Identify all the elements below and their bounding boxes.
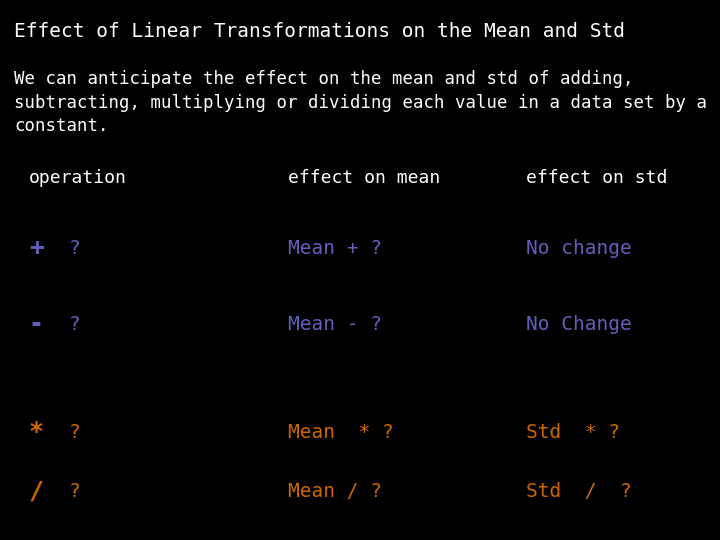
Text: +: + [29,237,44,260]
Text: Std  * ?: Std * ? [526,422,620,442]
Text: Effect of Linear Transformations on the Mean and Std: Effect of Linear Transformations on the … [14,22,626,40]
Text: -: - [29,312,44,336]
Text: /: / [29,480,44,503]
Text: ?: ? [68,314,80,334]
Text: ?: ? [68,239,80,258]
Text: effect on mean: effect on mean [288,169,440,187]
Text: *: * [29,420,44,444]
Text: No change: No change [526,239,631,258]
Text: Std  /  ?: Std / ? [526,482,631,501]
Text: operation: operation [29,169,127,187]
Text: effect on std: effect on std [526,169,667,187]
Text: Mean / ?: Mean / ? [288,482,382,501]
Text: Mean + ?: Mean + ? [288,239,382,258]
Text: ?: ? [68,482,80,501]
Text: No Change: No Change [526,314,631,334]
Text: Mean - ?: Mean - ? [288,314,382,334]
Text: Mean  * ?: Mean * ? [288,422,394,442]
Text: We can anticipate the effect on the mean and std of adding,
subtracting, multipl: We can anticipate the effect on the mean… [14,70,707,136]
Text: ?: ? [68,422,80,442]
